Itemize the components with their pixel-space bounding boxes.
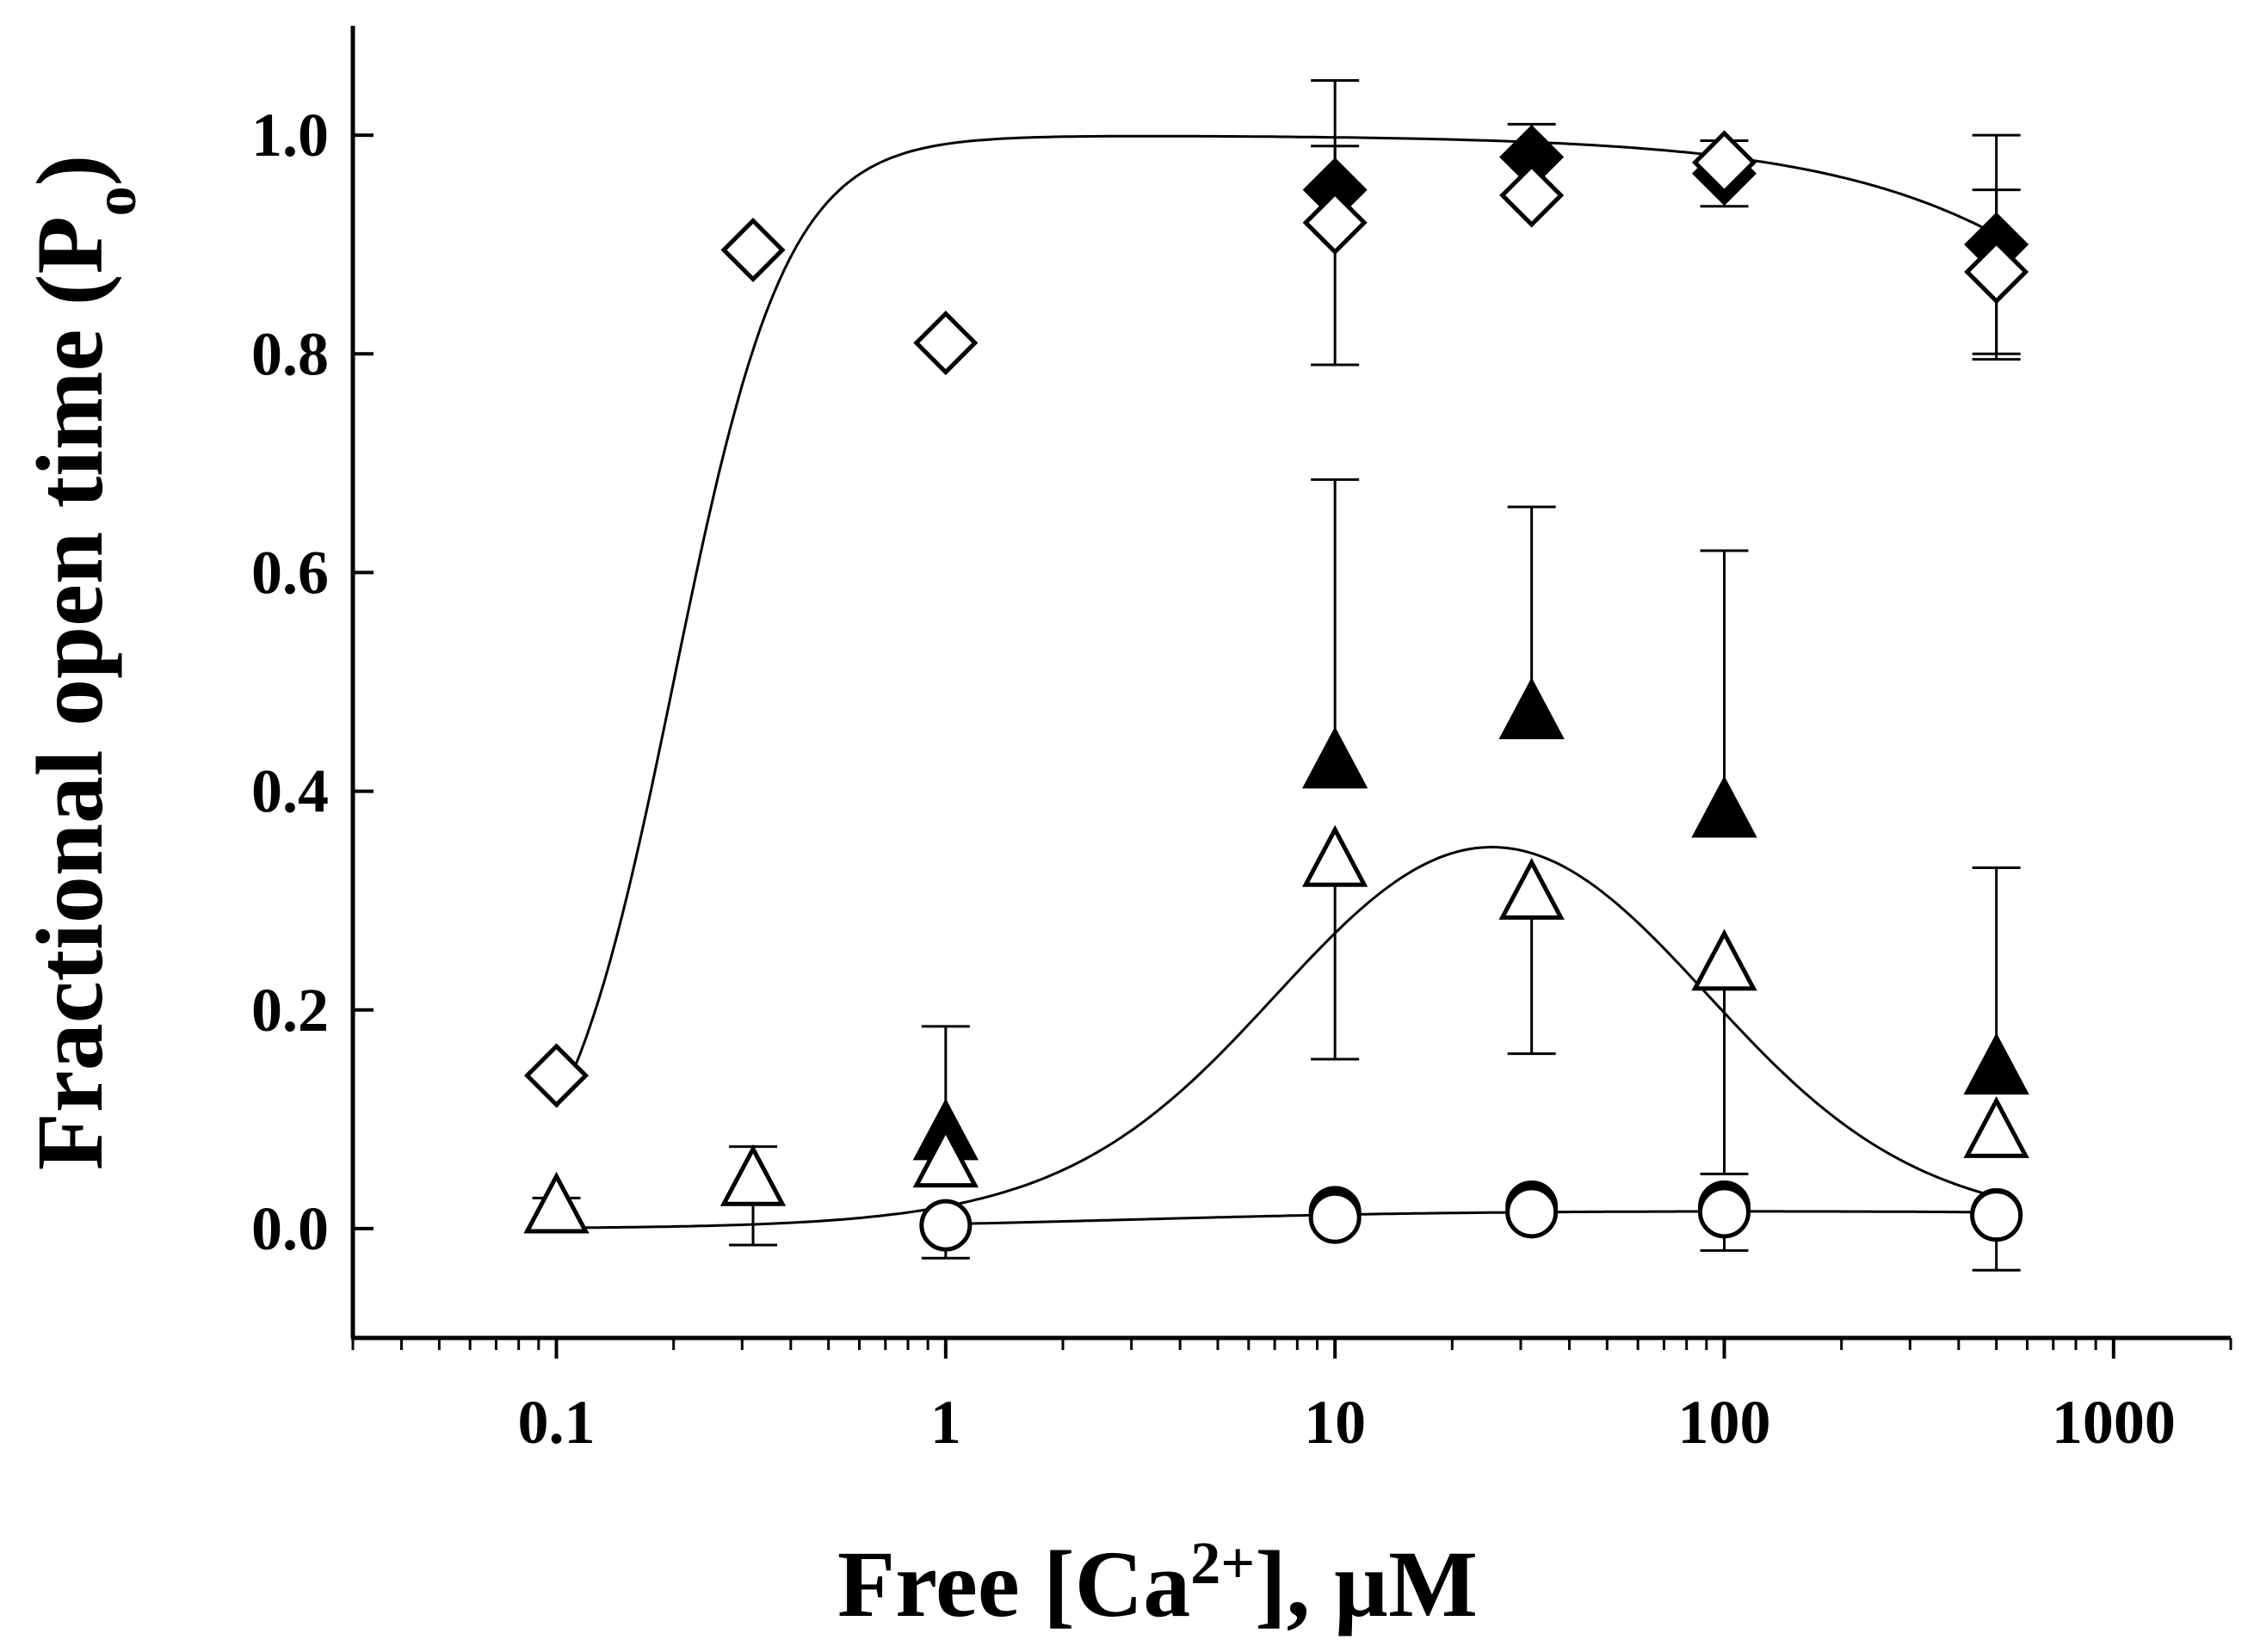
diamond-marker <box>720 217 786 283</box>
x-tick-label: 100 <box>1678 1388 1771 1457</box>
diamond-marker <box>1691 130 1757 195</box>
y-tick-label: 0.2 <box>251 976 329 1045</box>
fit-curve <box>555 134 1998 1108</box>
triangle-marker <box>1963 1096 2029 1158</box>
fit-curve <box>945 1210 1997 1226</box>
triangle-marker <box>1691 928 1757 991</box>
y-tick-label: 0.0 <box>251 1194 329 1263</box>
triangle-marker <box>912 1125 979 1188</box>
diamond-marker <box>1302 190 1368 256</box>
x-tick-label: 0.1 <box>518 1388 596 1457</box>
x-tick-label: 1000 <box>2052 1388 2176 1457</box>
axes <box>350 26 2232 1359</box>
circle-marker <box>1970 1189 2023 1242</box>
x-tick-label: 10 <box>1304 1388 1366 1457</box>
circle-marker <box>1308 1191 1362 1244</box>
triangle-marker <box>1691 775 1757 838</box>
triangle-marker <box>523 1171 590 1234</box>
triangle-marker <box>1498 857 1565 920</box>
diamond-marker <box>523 1043 590 1108</box>
circle-marker <box>1505 1186 1559 1239</box>
triangle-marker <box>1498 677 1565 740</box>
data-markers <box>523 124 2029 1252</box>
diamond-marker <box>913 311 979 376</box>
triangle-marker <box>1302 824 1368 887</box>
triangle-marker <box>1302 726 1368 789</box>
x-tick-label: 1 <box>930 1388 961 1457</box>
diamond-marker <box>1499 163 1565 228</box>
diamond-marker <box>1964 239 2029 305</box>
triangle-marker <box>1963 1032 2029 1095</box>
error-bars <box>532 79 2021 1272</box>
tick-labels: 0.0 0.2 0.4 0.6 0.8 1.0 0.1 1 10 100 1000 <box>251 101 2176 1457</box>
y-tick-label: 0.6 <box>251 538 329 607</box>
y-tick-label: 0.8 <box>251 319 329 388</box>
y-axis-label: Fractional open time (Po) <box>17 155 149 1171</box>
triangle-marker <box>719 1143 787 1206</box>
y-tick-label: 1.0 <box>251 101 329 170</box>
fit-curve <box>556 845 1998 1230</box>
fit-curves <box>555 134 1998 1230</box>
circle-marker <box>1698 1186 1751 1239</box>
circle-marker <box>919 1199 973 1252</box>
x-axis-label: Free [Ca2+], µM <box>837 1531 1478 1637</box>
y-tick-label: 0.4 <box>251 757 329 826</box>
